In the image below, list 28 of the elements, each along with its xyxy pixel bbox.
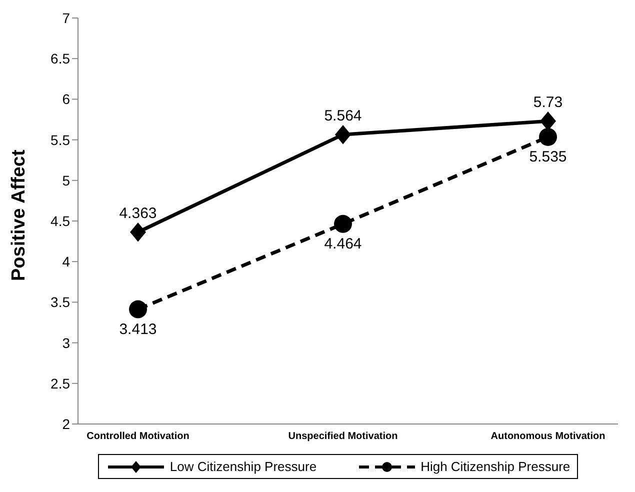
y-axis-title: Positive Affect	[8, 149, 30, 281]
data-label: 3.413	[119, 320, 157, 338]
y-tick-label: 3.5	[50, 294, 70, 310]
legend-label: Low Citizenship Pressure	[168, 459, 317, 474]
y-tick-label: 6.5	[50, 50, 70, 67]
y-tick-label: 2	[62, 416, 70, 432]
data-label: 5.564	[324, 108, 362, 125]
y-tick-label: 5.5	[50, 132, 70, 148]
x-tick-label: Controlled Motivation	[86, 431, 190, 442]
data-label: 5.73	[533, 94, 563, 112]
data-label: 5.535	[529, 148, 567, 166]
point	[335, 125, 351, 144]
point	[539, 128, 557, 146]
point	[334, 214, 352, 233]
data-label: 4.363	[119, 205, 157, 222]
y-tick-label: 7	[62, 10, 70, 26]
y-tick-label: 5	[62, 172, 70, 188]
y-tick-label: 3	[62, 334, 70, 351]
x-tick-label: Autonomous Motivation	[490, 431, 606, 442]
data-label: 4.464	[324, 236, 362, 253]
y-tick-label: 4.5	[50, 212, 70, 229]
x-tick-label: Unspecified Motivation	[288, 431, 398, 442]
y-tick-label: 2.5	[50, 375, 70, 392]
point	[130, 222, 146, 242]
point	[129, 300, 147, 318]
y-tick-label: 4	[62, 254, 70, 270]
legend-label: High Citizenship Pressure	[420, 459, 570, 474]
y-tick-label: 6	[62, 91, 70, 108]
